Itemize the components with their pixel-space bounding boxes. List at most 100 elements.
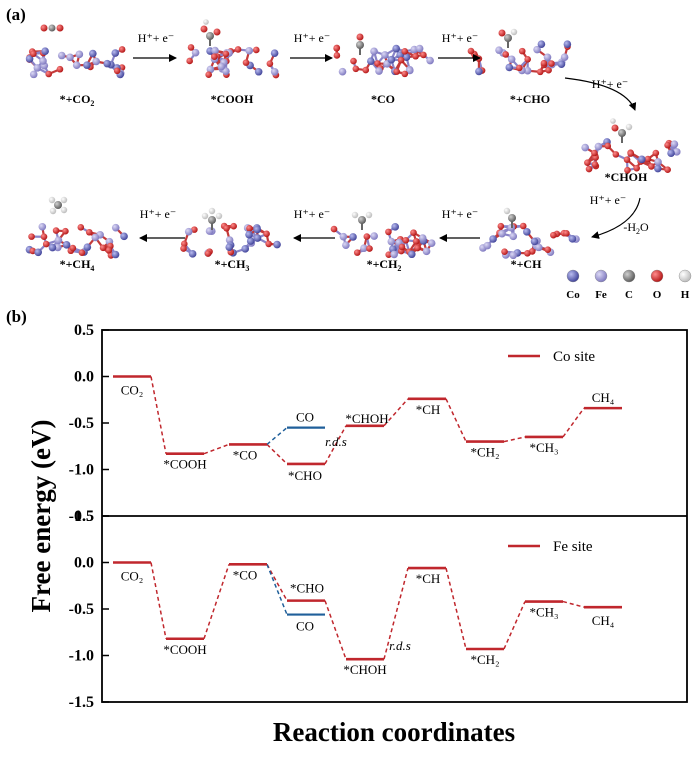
atom bbox=[54, 236, 63, 245]
atom bbox=[89, 49, 97, 58]
adsorbate-atom bbox=[203, 19, 209, 25]
atom bbox=[594, 142, 603, 151]
arrow-label: H⁺+ e⁻ bbox=[590, 193, 626, 207]
atom bbox=[397, 56, 405, 64]
structure-group bbox=[25, 19, 681, 260]
atom bbox=[534, 243, 543, 252]
atom bbox=[495, 46, 503, 54]
atom bbox=[497, 222, 505, 230]
energy-connector bbox=[445, 567, 467, 650]
panel-a-label: (a) bbox=[6, 5, 26, 24]
atom bbox=[498, 229, 506, 238]
adsorbate-atom bbox=[208, 207, 216, 215]
curved-arrow bbox=[564, 77, 637, 111]
structure-ch3 bbox=[180, 207, 281, 258]
energy-connector bbox=[383, 567, 409, 660]
step-label-s5: *CHOH bbox=[605, 170, 648, 184]
atom bbox=[670, 140, 679, 148]
atom bbox=[591, 161, 599, 168]
atom bbox=[501, 248, 508, 256]
atom bbox=[523, 228, 531, 236]
atom bbox=[204, 250, 212, 257]
atom bbox=[53, 243, 62, 252]
structure-co bbox=[333, 33, 434, 78]
atom bbox=[581, 143, 589, 152]
atom bbox=[391, 223, 399, 231]
atom bbox=[584, 159, 591, 166]
atom bbox=[118, 46, 126, 53]
atom bbox=[402, 236, 410, 244]
atom bbox=[407, 250, 416, 259]
atom bbox=[105, 246, 113, 254]
atom bbox=[375, 67, 383, 75]
atom bbox=[103, 59, 112, 68]
atom bbox=[206, 65, 215, 74]
adsorbate-atom bbox=[503, 207, 511, 215]
adsorbate-atom bbox=[208, 216, 216, 224]
energy-connector bbox=[203, 443, 230, 455]
atom bbox=[483, 241, 492, 250]
energy-level-label: *COOH bbox=[163, 457, 206, 472]
legend-swatch-c bbox=[622, 269, 636, 283]
adsorbate-atom bbox=[498, 29, 506, 37]
adsorbate-atom bbox=[356, 41, 364, 49]
atom bbox=[509, 232, 518, 241]
atom bbox=[350, 57, 357, 65]
atom bbox=[234, 46, 242, 53]
adsorbate-atom bbox=[48, 24, 56, 32]
energy-level-label: *CHOH bbox=[345, 411, 388, 426]
y-tick-label: 0.0 bbox=[74, 555, 94, 572]
adsorbate-atom bbox=[508, 214, 516, 222]
atom bbox=[222, 50, 230, 58]
adsorbate-atom bbox=[48, 196, 56, 204]
atom bbox=[75, 50, 84, 59]
atom bbox=[560, 53, 569, 62]
atom bbox=[56, 65, 64, 73]
atom bbox=[414, 244, 421, 252]
atom bbox=[367, 57, 375, 66]
y-tick-label: -0.5 bbox=[69, 415, 94, 432]
step-label-s3: *CO bbox=[371, 92, 395, 106]
structure-ch2 bbox=[330, 211, 436, 259]
y-tick-label: -0.5 bbox=[69, 601, 94, 618]
energy-level-label: CH₄ bbox=[592, 390, 615, 405]
energy-connector bbox=[445, 398, 467, 442]
arrow-label: H⁺+ e⁻ bbox=[138, 31, 174, 45]
adsorbate-atom bbox=[60, 206, 68, 214]
atom bbox=[77, 224, 85, 231]
atom bbox=[654, 164, 662, 173]
atom bbox=[211, 53, 218, 61]
atom bbox=[34, 248, 42, 257]
atom bbox=[120, 232, 128, 241]
structure-cooh bbox=[186, 19, 280, 79]
atom bbox=[62, 227, 69, 235]
atom bbox=[45, 70, 53, 78]
step-label-s4: *+CHO bbox=[510, 92, 550, 106]
atom bbox=[427, 239, 436, 247]
energy-level-label: *CO bbox=[233, 567, 258, 582]
adsorbate-atom bbox=[206, 32, 214, 40]
atom bbox=[540, 59, 548, 67]
atom bbox=[270, 68, 279, 76]
energy-level-label: *CH₃ bbox=[529, 440, 558, 455]
atom bbox=[352, 65, 360, 73]
atom bbox=[180, 245, 187, 252]
atom bbox=[509, 251, 518, 260]
atom bbox=[385, 251, 392, 258]
atom bbox=[533, 45, 541, 54]
structure-ch4 bbox=[25, 196, 128, 259]
atom bbox=[62, 241, 71, 249]
atom bbox=[113, 67, 121, 75]
atom bbox=[654, 158, 662, 166]
atom bbox=[241, 245, 250, 253]
y-axis-title: Free energy (eV) bbox=[26, 420, 56, 613]
atom bbox=[557, 60, 566, 69]
atom bbox=[111, 49, 120, 57]
energy-connector bbox=[266, 443, 288, 465]
atom bbox=[370, 47, 378, 56]
atom bbox=[342, 241, 350, 250]
atom bbox=[245, 46, 253, 55]
fe-site-plot: 0.5 0.0 -0.5 -1.0 -1.5 CO₂ *COOH *CO *CHO *CHOH *C… bbox=[69, 508, 622, 711]
arrow-label: H⁺+ e⁻ bbox=[592, 77, 628, 91]
energy-connector bbox=[324, 600, 347, 660]
